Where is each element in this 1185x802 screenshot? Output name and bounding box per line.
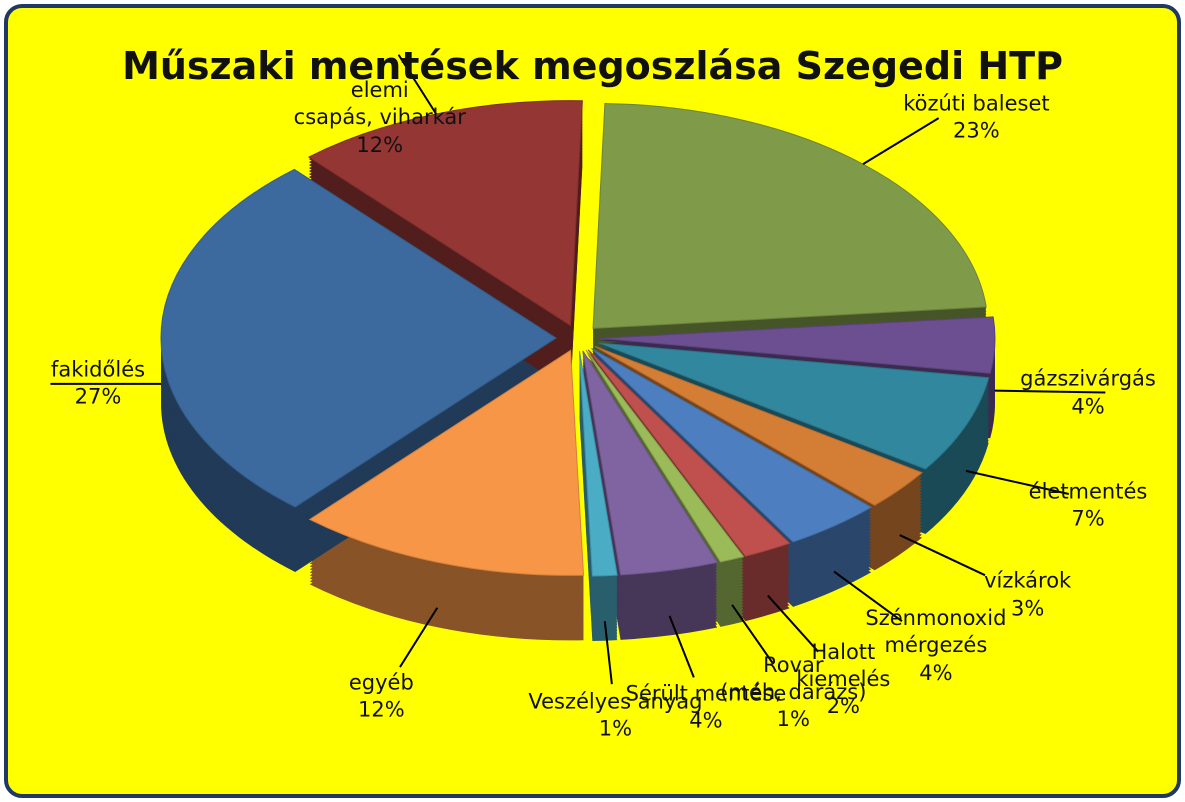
leader-line: [767, 594, 819, 653]
leader-line: [994, 389, 1106, 394]
slice: [599, 316, 996, 374]
slice: [598, 342, 990, 470]
category-label: vízkárok: [984, 568, 1072, 593]
slice: [594, 345, 923, 506]
leader-line: [603, 621, 613, 685]
data-label: Veszélyes anyag 1%: [528, 688, 702, 743]
category-label: elemi csapás, viharkár: [293, 78, 466, 130]
value-label: 12%: [357, 697, 405, 722]
data-label: Szénmonoxid mérgezés 4%: [865, 605, 1006, 687]
data-label: életmentés 7%: [1029, 478, 1148, 533]
leader-line: [668, 615, 695, 678]
leader-line: [862, 117, 940, 165]
category-label: fakidőlés: [50, 357, 146, 382]
category-label: Sérült mentése: [625, 681, 787, 706]
category-label: életmentés: [1028, 479, 1148, 504]
value-label: 4%: [1071, 394, 1105, 419]
leader-line: [899, 534, 986, 577]
slice: [585, 349, 745, 563]
category-label: Rovar (méh, darázs): [720, 652, 867, 705]
category-label: Szénmonoxid mérgezés: [865, 606, 1007, 658]
value-label: 3%: [1010, 596, 1045, 621]
slice-tops: [160, 100, 996, 577]
leader-line: [397, 54, 438, 115]
value-label: 4%: [689, 709, 723, 734]
data-label: egyéb 12%: [349, 669, 414, 724]
leader-line: [833, 570, 903, 623]
slice: [592, 102, 987, 329]
slice: [591, 347, 873, 543]
data-label: elemi csapás, viharkár 12%: [294, 77, 466, 159]
leader-line: [965, 469, 1070, 495]
data-label: gázszivárgás 4%: [1020, 366, 1156, 421]
value-label: 2%: [826, 694, 861, 719]
pie-chart: [50, 54, 1106, 685]
data-label: vízkárok 3%: [984, 568, 1071, 623]
slice: [578, 351, 618, 577]
chart-frame: Műszaki mentések megoszlása Szegedi HTP …: [4, 4, 1181, 798]
value-label: 7%: [1071, 506, 1105, 531]
data-label: Sérült mentése 4%: [626, 681, 787, 736]
data-label: Rovar (méh, darázs) 1%: [720, 652, 866, 734]
leader-line: [731, 604, 774, 664]
slice: [308, 349, 585, 576]
data-label: Halott kiemelés 2%: [796, 639, 890, 721]
value-label: 27%: [74, 384, 122, 409]
leader-lines: [50, 54, 1106, 685]
value-label: 1%: [776, 707, 810, 732]
value-label: 23%: [953, 119, 1000, 143]
slice: [160, 168, 557, 508]
category-label: egyéb: [348, 670, 414, 695]
chart-title: Műszaki mentések megoszlása Szegedi HTP: [122, 44, 1063, 88]
slice: [582, 350, 718, 576]
value-label: 12%: [356, 132, 404, 157]
data-label: közúti baleset 23%: [903, 91, 1049, 146]
category-label: gázszivárgás: [1020, 367, 1156, 392]
category-label: Halott kiemelés: [796, 639, 891, 692]
category-label: Veszélyes anyag: [528, 689, 703, 714]
value-label: 1%: [598, 716, 633, 741]
category-label: közúti baleset: [903, 91, 1050, 116]
leader-line: [399, 607, 439, 668]
value-label: 4%: [919, 660, 953, 685]
slice: [307, 100, 583, 327]
data-label: fakidőlés 27%: [51, 357, 145, 412]
slice: [587, 349, 791, 557]
